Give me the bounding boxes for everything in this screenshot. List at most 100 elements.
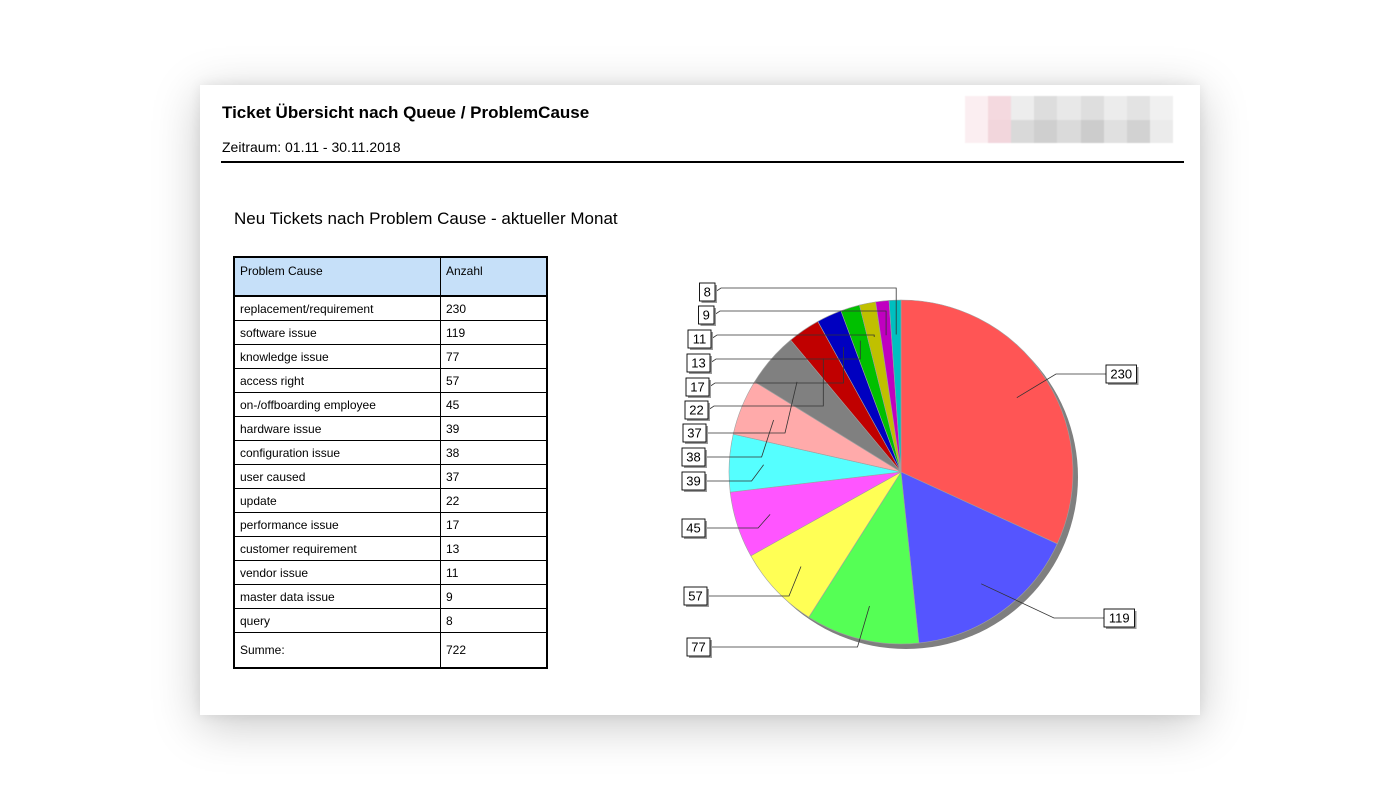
logo-tile	[1011, 96, 1035, 120]
logo-tile	[965, 96, 989, 120]
cell-problem-cause: user caused	[234, 464, 441, 489]
leader-line	[714, 287, 897, 335]
leader-line	[708, 347, 844, 388]
data-label: 37	[687, 426, 701, 441]
cell-problem-cause: hardware issue	[234, 416, 441, 441]
cell-problem-cause: software issue	[234, 320, 441, 345]
cell-problem-cause: query	[234, 608, 441, 633]
cell-anzahl: 119	[440, 320, 547, 345]
sum-label: Summe:	[234, 632, 441, 668]
table-row: knowledge issue 77	[234, 344, 547, 369]
data-label: 22	[689, 403, 703, 418]
leader-line	[705, 419, 774, 458]
logo-tile	[1126, 96, 1150, 120]
data-label: 45	[686, 521, 700, 536]
label-box	[686, 637, 711, 657]
logo-tile	[988, 119, 1012, 143]
leader-line	[1016, 373, 1106, 399]
cell-anzahl: 17	[440, 512, 547, 537]
logo-tile	[1149, 96, 1173, 120]
table-row: update 22	[234, 488, 547, 513]
leader-line	[981, 583, 1104, 619]
cell-problem-cause: customer requirement	[234, 536, 441, 561]
logo-tile	[988, 96, 1012, 120]
data-label: 39	[686, 474, 700, 489]
cell-problem-cause: update	[234, 488, 441, 513]
data-label: 11	[693, 332, 707, 347]
table-row: query 8	[234, 608, 547, 633]
chart-title: Neu Tickets nach Problem Cause - aktuell…	[234, 209, 618, 228]
label-box	[681, 518, 706, 538]
logo-tile	[1034, 119, 1058, 143]
cell-anzahl: 13	[440, 536, 547, 561]
cell-anzahl: 8	[440, 608, 547, 633]
label-box	[687, 329, 712, 349]
report-page: Ticket Übersicht nach Queue / ProblemCau…	[200, 85, 1200, 715]
problem-cause-table: Problem Cause Anzahl replacement/require…	[233, 256, 548, 669]
cell-problem-cause: configuration issue	[234, 440, 441, 465]
logo-tile	[1080, 96, 1104, 120]
cell-anzahl: 37	[440, 464, 547, 489]
column-header-anzahl: Anzahl	[440, 257, 547, 297]
cell-anzahl: 45	[440, 392, 547, 417]
logo-tile	[1103, 96, 1127, 120]
table-sum-row: Summe: 722	[234, 632, 547, 668]
leader-line	[709, 340, 861, 364]
label-box	[684, 400, 709, 420]
logo-tile	[1034, 96, 1058, 120]
label-box	[681, 447, 706, 467]
label-box	[1105, 364, 1137, 384]
cell-anzahl: 230	[440, 296, 547, 321]
data-label: 230	[1110, 367, 1132, 382]
table-row: customer requirement 13	[234, 536, 547, 561]
logo-tile	[1080, 119, 1104, 143]
pie-slice	[900, 299, 1074, 545]
table-header-row: Problem Cause Anzahl	[234, 257, 547, 297]
cell-anzahl: 9	[440, 584, 547, 609]
label-box	[683, 586, 708, 606]
table-row: hardware issue 39	[234, 416, 547, 441]
label-box	[685, 377, 710, 397]
logo-tile	[1057, 119, 1081, 143]
company-logo	[965, 96, 1173, 143]
logo-tile	[1126, 119, 1150, 143]
table-row: software issue 119	[234, 320, 547, 345]
cell-anzahl: 57	[440, 368, 547, 393]
label-box	[682, 423, 707, 443]
label-box	[1103, 608, 1135, 628]
table-row: access right 57	[234, 368, 547, 393]
report-period: Zeitraum: 01.11 - 30.11.2018	[222, 139, 401, 155]
cell-anzahl: 38	[440, 440, 547, 465]
leader-line	[707, 566, 802, 597]
cell-problem-cause: performance issue	[234, 512, 441, 537]
cell-anzahl: 22	[440, 488, 547, 513]
column-header-problem-cause: Problem Cause	[234, 257, 441, 297]
cell-problem-cause: master data issue	[234, 584, 441, 609]
table-row: master data issue 9	[234, 584, 547, 609]
pie-slice	[900, 471, 1058, 644]
logo-tile	[1103, 119, 1127, 143]
data-label: 9	[703, 308, 710, 323]
table-row: performance issue 17	[234, 512, 547, 537]
cell-problem-cause: knowledge issue	[234, 344, 441, 369]
sum-value: 722	[446, 643, 467, 657]
leader-line	[710, 334, 875, 340]
label-box	[699, 282, 716, 302]
cell-problem-cause: access right	[234, 368, 441, 393]
logo-tile	[1149, 119, 1173, 143]
pie-slice	[808, 471, 920, 645]
header-divider	[221, 161, 1184, 163]
label-box	[681, 471, 706, 491]
data-label: 13	[691, 356, 705, 371]
cell-problem-cause: on-/offboarding employee	[234, 392, 441, 417]
data-label: 8	[704, 285, 711, 300]
label-box	[698, 305, 715, 325]
cell-problem-cause: replacement/requirement	[234, 296, 441, 321]
logo-tile	[1011, 119, 1035, 143]
pie-slice	[888, 299, 902, 473]
data-label: 38	[686, 450, 700, 465]
table-row: replacement/requirement 230	[234, 296, 547, 321]
cell-anzahl: 77	[440, 344, 547, 369]
label-box	[686, 353, 711, 373]
